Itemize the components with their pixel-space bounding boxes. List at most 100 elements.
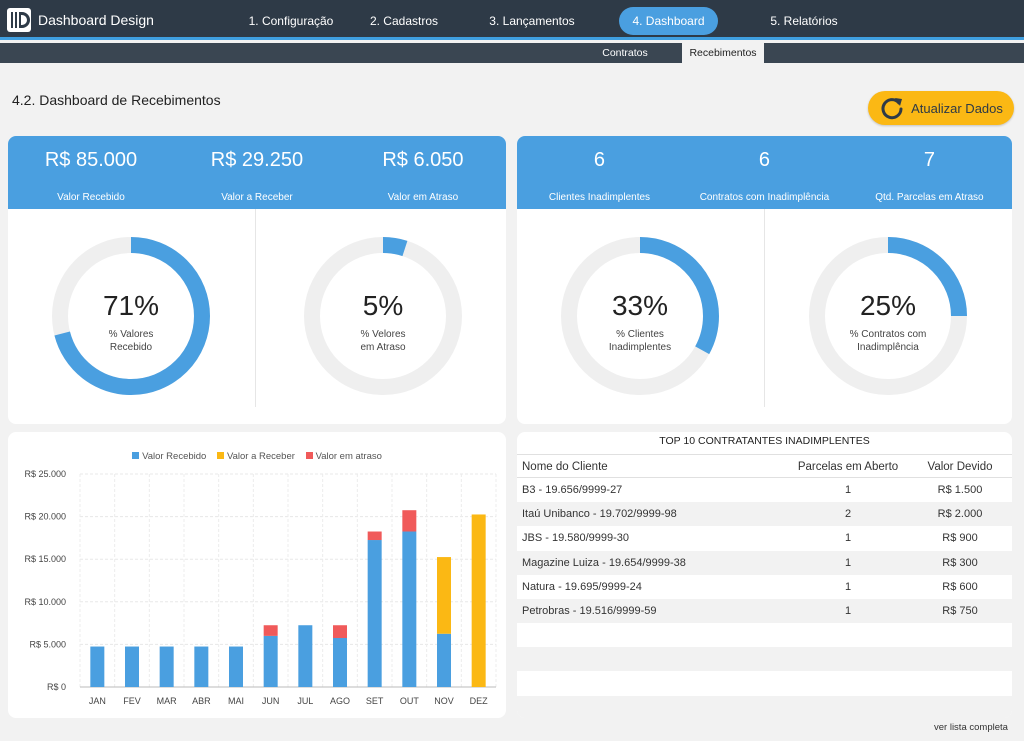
bar-jun-series-2[interactable] [263, 625, 278, 636]
bar-fev-series-0[interactable] [125, 646, 139, 687]
x-tick-label: JAN [89, 696, 106, 706]
cell-valor: R$ 1.500 [937, 484, 983, 496]
cell-cliente: Itaú Unibanco - 19.702/9999-98 [522, 508, 677, 521]
donut-contratos-inadimplencia: 25% % Contratos com Inadimplência [808, 236, 968, 396]
x-tick-label: NOV [434, 696, 454, 706]
top-defaulters-panel: TOP 10 CONTRATANTES INADIMPLENTES Nome d… [517, 432, 1012, 718]
bar-set-series-0[interactable] [367, 540, 382, 687]
cell-parcelas: 2 [844, 508, 852, 521]
table-row[interactable]: Itaú Unibanco - 19.702/9999-98 2 R$ 2.000 [517, 502, 1012, 527]
table-row[interactable]: B3 - 19.656/9999-27 1 R$ 1.500 [517, 478, 1012, 502]
kpi-value: R$ 6.050 [382, 149, 464, 171]
bar-ago-series-0[interactable] [333, 638, 347, 687]
donut-percent: 5% [362, 290, 404, 321]
bar-out-series-2[interactable] [402, 510, 417, 532]
y-tick-label: R$ 5.000 [29, 639, 66, 649]
subtab-recebimentos[interactable]: Recebimentos [682, 43, 764, 63]
kpi-value: 7 [923, 149, 935, 171]
table-row[interactable]: Magazine Luiza - 19.654/9999-38 1 R$ 300 [517, 550, 1012, 575]
cell-parcelas: 1 [844, 605, 852, 617]
nav-cadastros[interactable]: 2. Cadastros [369, 14, 439, 28]
donut-label: % Clientes Inadimplentes [608, 329, 672, 353]
table-row[interactable]: Petrobras - 19.516/9999-59 1 R$ 750 [517, 599, 1012, 623]
nav-lancamentos[interactable]: 3. Lançamentos [489, 14, 575, 28]
donut-label: % Contratos com Inadimplência [849, 329, 927, 353]
bar-jun-series-0[interactable] [263, 635, 278, 687]
bar-jan-series-0[interactable] [90, 646, 105, 687]
table-row [517, 695, 1012, 718]
cell-parcelas: 1 [844, 484, 852, 496]
logo-icon [7, 8, 31, 32]
donut-arc [304, 237, 462, 395]
legend-item-valor-em-atraso[interactable]: Valor em atraso [305, 451, 382, 462]
bar-nov-series-1[interactable] [437, 557, 451, 634]
cell-valor: R$ 300 [942, 556, 978, 569]
panel-divider [255, 209, 256, 407]
legend-item-valor-recebido[interactable]: Valor Recebido [132, 451, 206, 462]
bar-dez-series-1[interactable] [471, 514, 486, 687]
bar-set-series-2[interactable] [367, 531, 382, 541]
kpi-valor-em-atraso: R$ 6.050 Valor em Atraso [340, 136, 506, 209]
kpi-parcelas-em-atraso: 7 Qtd. Parcelas em Atraso [847, 136, 1012, 209]
bar-jul-series-0[interactable] [298, 625, 313, 687]
default-kpi-header [517, 136, 1012, 209]
see-full-list-link[interactable]: ver lista completa [934, 722, 1008, 733]
x-tick-label: JUN [262, 696, 280, 706]
refresh-button-label: Atualizar Dados [911, 100, 1003, 116]
subtab-contratos[interactable]: Contratos [602, 47, 648, 59]
refresh-icon [881, 98, 903, 120]
donut-label: % Velores em Atraso [360, 329, 406, 353]
donut-percent: 33% [611, 290, 669, 321]
x-tick-label: MAR [157, 696, 178, 706]
app-logo[interactable]: Dashboard Design [6, 7, 154, 33]
y-tick-label: R$ 20.000 [24, 512, 66, 522]
column-header-cliente[interactable]: Nome do Cliente [522, 461, 608, 473]
table-title: TOP 10 CONTRATANTES INADIMPLENTES [659, 435, 870, 447]
page-title: 4.2. Dashboard de Recebimentos [12, 92, 221, 108]
kpi-label: Valor a Receber [221, 192, 293, 203]
x-tick-label: FEV [123, 696, 141, 706]
kpi-label: Valor em Atraso [387, 192, 459, 203]
table-row[interactable]: JBS - 19.580/9999-30 1 R$ 900 [517, 526, 1012, 550]
bar-ago-series-2[interactable] [333, 625, 347, 639]
x-tick-label: OUT [400, 696, 420, 706]
column-header-valor[interactable]: Valor Devido [927, 461, 993, 473]
donut-arc [809, 237, 967, 395]
column-header-parcelas[interactable]: Parcelas em Aberto [797, 461, 899, 473]
donut-valores-recebido: 71% % Valores Recebido [51, 236, 211, 396]
kpi-value: R$ 85.000 [44, 149, 138, 171]
table-row [517, 647, 1012, 672]
cell-parcelas: 1 [844, 532, 852, 545]
nav-relatorios[interactable]: 5. Relatórios [770, 14, 838, 28]
nav-dashboard[interactable]: 4. Dashboard [619, 7, 718, 35]
donut-percent: 71% [102, 290, 160, 321]
chart-legend: Valor Recebido Valor a Receber Valor em … [8, 451, 506, 462]
y-tick-label: R$ 25.000 [24, 469, 66, 479]
cell-cliente: Petrobras - 19.516/9999-59 [522, 605, 657, 617]
donut-percent: 25% [859, 290, 917, 321]
nav-configuracao[interactable]: 1. Configuração [248, 14, 334, 28]
bar-nov-series-0[interactable] [437, 633, 451, 687]
bar-mai-series-0[interactable] [229, 646, 243, 687]
cell-cliente: Magazine Luiza - 19.654/9999-38 [522, 556, 686, 569]
legend-item-valor-a-receber[interactable]: Valor a Receber [216, 451, 295, 462]
kpi-valor-recebido: R$ 85.000 Valor Recebido [8, 136, 174, 209]
kpi-value: 6 [758, 149, 771, 171]
cell-cliente: Natura - 19.695/9999-24 [522, 580, 642, 593]
table-row[interactable]: Natura - 19.695/9999-24 1 R$ 600 [517, 575, 1012, 599]
kpi-value: R$ 29.250 [210, 149, 304, 171]
bar-out-series-0[interactable] [402, 531, 417, 687]
cell-valor: R$ 900 [942, 532, 978, 545]
bar-mar-series-0[interactable] [159, 646, 174, 687]
bar-abr-series-0[interactable] [194, 646, 209, 687]
sub-navigation-bar: Contratos Recebimentos [0, 43, 1024, 63]
y-tick-label: R$ 10.000 [24, 597, 66, 607]
app-title: Dashboard Design [38, 12, 154, 28]
kpi-label: Qtd. Parcelas em Atraso [875, 192, 984, 203]
table-row [517, 672, 1012, 696]
refresh-data-button[interactable]: Atualizar Dados [868, 91, 1014, 125]
financial-kpi-panel: R$ 85.000 Valor Recebido R$ 29.250 Valor… [8, 136, 506, 424]
cell-cliente: JBS - 19.580/9999-30 [522, 532, 630, 545]
monthly-chart-panel: Valor Recebido Valor a Receber Valor em … [8, 432, 506, 718]
table-row [517, 623, 1012, 647]
